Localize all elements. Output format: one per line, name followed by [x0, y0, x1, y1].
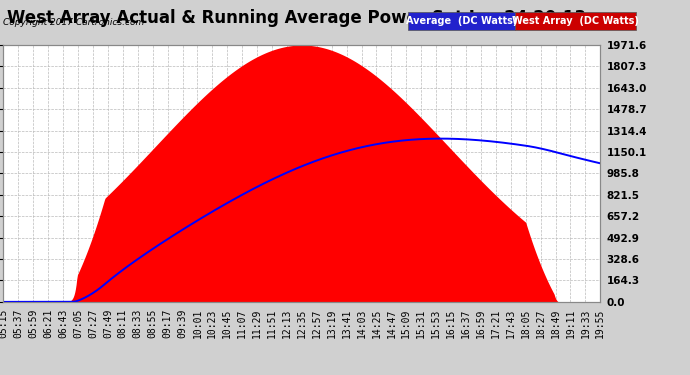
Text: West Array  (DC Watts): West Array (DC Watts) [513, 16, 639, 26]
Text: West Array Actual & Running Average Power Sat Jun 24 20:13: West Array Actual & Running Average Powe… [7, 9, 586, 27]
Text: Copyright 2017 Cartronics.com: Copyright 2017 Cartronics.com [3, 18, 145, 27]
Text: Average  (DC Watts): Average (DC Watts) [406, 16, 518, 26]
